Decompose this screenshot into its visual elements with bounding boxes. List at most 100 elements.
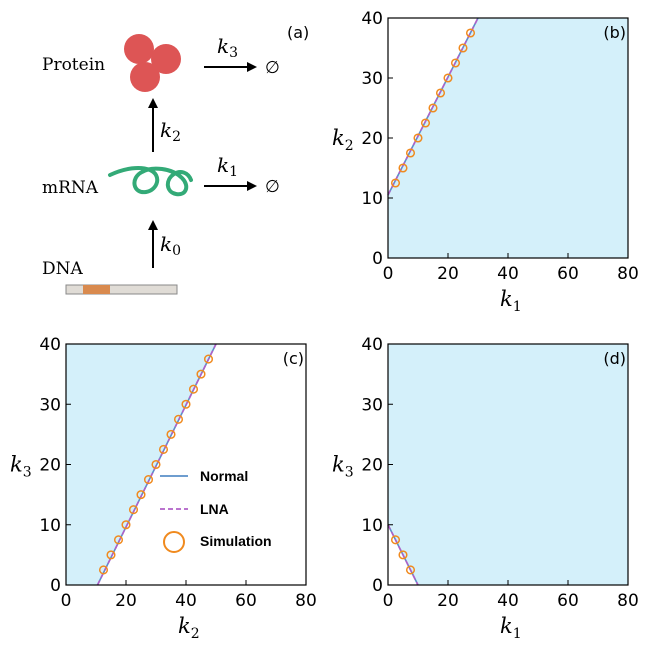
x-tick-label: 60 xyxy=(557,264,579,284)
simulation-point xyxy=(398,550,408,560)
y-axis-label: k2 xyxy=(332,126,354,154)
y-tick-label: 30 xyxy=(39,395,61,415)
x-axis-label: k1 xyxy=(500,287,522,315)
simulation-point xyxy=(435,88,446,98)
x-tick-label: 20 xyxy=(115,591,137,611)
x-tick-label: 80 xyxy=(295,591,317,611)
simulation-point xyxy=(136,490,146,500)
diagram-panel: (a) Protein mRNA DNA k3 k2 k1 k0 ∅ ∅ xyxy=(42,23,309,295)
dna-bar xyxy=(65,284,178,295)
protein-molecule xyxy=(124,34,154,64)
protein-icon xyxy=(124,34,181,92)
dna-gene xyxy=(83,285,110,294)
legend-label: Simulation xyxy=(200,533,272,549)
x-tick-label: 0 xyxy=(383,264,394,284)
dna-label: DNA xyxy=(42,259,84,279)
simulation-point xyxy=(151,459,161,470)
simulation-point xyxy=(113,535,124,545)
simulation-point xyxy=(405,565,416,575)
rate-label-k2: k2 xyxy=(160,118,181,145)
x-tick-label: 20 xyxy=(437,591,459,611)
x-tick-label: 60 xyxy=(557,591,579,611)
y-axis-label: k3 xyxy=(10,453,32,481)
y-tick-label: 20 xyxy=(361,129,383,149)
simulation-point xyxy=(188,384,199,394)
lna-line xyxy=(387,17,479,196)
protein-label: Protein xyxy=(42,55,105,75)
simulation-point xyxy=(458,43,468,53)
x-axis-label: k1 xyxy=(500,614,522,642)
simulation-point xyxy=(443,73,453,83)
y-tick-label: 20 xyxy=(361,456,383,476)
legend-label: LNA xyxy=(200,501,229,517)
chart-panel: 0 20 40 60 80 0 10 20 30 40 k2 k3 (c) Normal LNA Simula… xyxy=(10,335,317,642)
x-tick-label: 40 xyxy=(175,591,197,611)
x-tick-label: 80 xyxy=(617,264,639,284)
feasible-region xyxy=(388,18,628,258)
protein-molecule xyxy=(151,44,181,74)
y-tick-label: 20 xyxy=(39,456,61,476)
panel-label-a: (a) xyxy=(287,23,309,42)
panel-label: (c) xyxy=(283,349,304,368)
x-tick-label: 0 xyxy=(383,591,394,611)
x-tick-label: 40 xyxy=(497,264,519,284)
x-tick-label: 80 xyxy=(617,591,639,611)
mrna-icon xyxy=(108,165,193,197)
y-tick-label: 40 xyxy=(39,335,61,355)
simulation-point xyxy=(390,535,401,545)
simulation-point xyxy=(465,28,476,38)
y-tick-label: 0 xyxy=(50,576,61,596)
x-tick-label: 40 xyxy=(497,591,519,611)
simulation-point xyxy=(166,429,176,439)
y-tick-label: 40 xyxy=(361,335,383,355)
protein-molecule xyxy=(130,62,160,92)
degradation-symbol: ∅ xyxy=(265,58,280,78)
y-tick-label: 40 xyxy=(361,9,383,29)
rate-label-k3: k3 xyxy=(217,34,238,61)
simulation-point xyxy=(98,565,109,575)
panel-label: (b) xyxy=(603,23,626,42)
simulation-point xyxy=(173,414,184,424)
simulation-point xyxy=(398,163,408,173)
simulation-point xyxy=(390,178,401,188)
lna-line xyxy=(387,524,419,586)
simulation-point xyxy=(428,103,438,113)
legend-label: Normal xyxy=(200,468,248,484)
y-tick-label: 0 xyxy=(372,249,383,269)
simulation-point xyxy=(203,354,214,364)
simulation-point xyxy=(405,148,416,158)
legend: Normal LNA Simulation xyxy=(160,468,272,553)
charts: 0 20 40 60 80 0 10 20 30 40 k1 k2 (b) 0 20 40 60 80 0 10 20 3… xyxy=(10,9,639,642)
simulation-point xyxy=(158,444,169,454)
mrna-label: mRNA xyxy=(42,178,99,198)
simulation-point xyxy=(121,520,131,530)
y-tick-label: 10 xyxy=(361,516,383,536)
simulation-point xyxy=(413,133,423,143)
mrna-strand xyxy=(108,165,193,197)
simulation-point xyxy=(196,369,206,379)
chart-panel: 0 20 40 60 80 0 10 20 30 40 k1 k3 (d) xyxy=(332,335,639,642)
simulation-point xyxy=(106,550,116,560)
rate-label-k1: k1 xyxy=(217,153,238,180)
degradation-symbol: ∅ xyxy=(265,177,280,197)
y-tick-label: 30 xyxy=(361,395,383,415)
simulation-point xyxy=(128,505,139,515)
y-axis-label: k3 xyxy=(332,453,354,481)
simulation-point xyxy=(450,58,461,68)
y-tick-label: 30 xyxy=(361,69,383,89)
simulation-point xyxy=(181,399,191,409)
y-tick-label: 10 xyxy=(39,516,61,536)
x-tick-label: 60 xyxy=(235,591,257,611)
feasible-region xyxy=(388,344,628,585)
panel-label: (d) xyxy=(603,349,626,368)
lna-line xyxy=(96,343,217,586)
simulation-point xyxy=(143,475,154,485)
x-tick-label: 20 xyxy=(437,264,459,284)
chart-panel: 0 20 40 60 80 0 10 20 30 40 k1 k2 (b) xyxy=(332,9,639,315)
simulation-point xyxy=(420,118,431,128)
x-tick-label: 0 xyxy=(61,591,72,611)
y-tick-label: 10 xyxy=(361,189,383,209)
legend-simulation-marker xyxy=(163,531,185,553)
x-axis-label: k2 xyxy=(178,614,200,642)
